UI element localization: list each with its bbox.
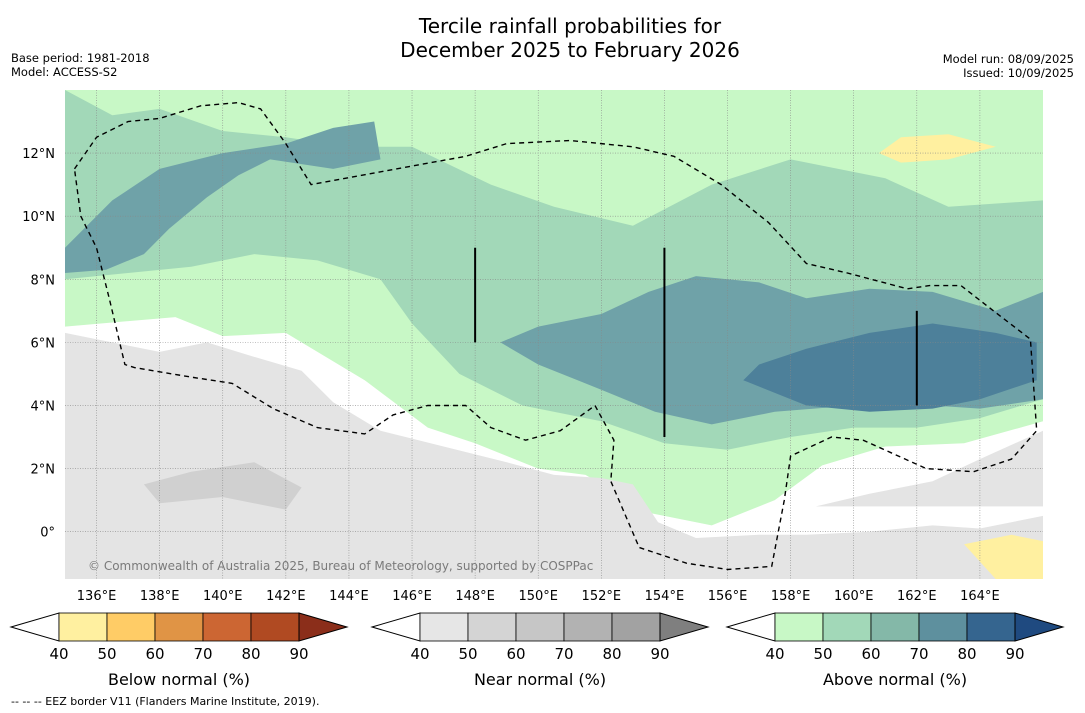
x-tick-label: 148°E [455,589,495,604]
x-axis-ticks: 136°E 138°E 140°E 142°E 144°E 146°E 148°E 150°E… [77,589,1000,604]
colorbar-tick-label: 50 [458,645,477,663]
y-tick-label: 0° [40,526,55,541]
colorbar-segment [611,612,661,642]
x-tick-label: 146°E [392,589,432,604]
x-tick-label: 140°E [203,589,243,604]
colorbar-segment [58,612,108,642]
x-tick-label: 158°E [771,589,811,604]
eez-border [73,101,1038,571]
colorbar-tick-label: 80 [241,645,260,663]
x-tick-label: 154°E [645,589,685,604]
title-line-2: December 2025 to February 2026 [400,38,740,62]
eez-footnote: -- -- -- EEZ border V11 (Flanders Marine… [11,695,320,708]
y-axis-ticks: 12°N 10°N 8°N 6°N 4°N 2°N 0° [22,147,55,541]
copyright-text: © Commonwealth of Australia 2025, Bureau… [88,559,593,573]
colorbar-tick-label: 50 [97,645,116,663]
colorbar-segment [870,612,920,642]
chart-title: Tercile rainfall probabilities for Decem… [0,14,1085,62]
colorbar-min-arrow [370,612,421,642]
region-near-40-east [815,430,1043,507]
colorbar-segment [467,612,517,642]
colorbar-tick-label: 70 [193,645,212,663]
meta-left: Base period: 1981-2018 Model: ACCESS-S2 [11,51,150,79]
colorbar-label: Below normal (%) [108,670,250,689]
vertical-lines [474,247,918,438]
colorbar-segment [154,612,204,642]
colorbar-tick-label: 40 [410,645,429,663]
colorbar-tick-label: 60 [861,645,880,663]
x-tick-label: 150°E [518,589,558,604]
y-tick-label: 10°N [22,210,55,225]
x-tick-label: 162°E [897,589,937,604]
y-tick-label: 8°N [31,273,56,288]
x-tick-label: 156°E [708,589,748,604]
colorbar-label: Near normal (%) [474,670,606,689]
colorbar-tick-label: 80 [602,645,621,663]
colorbar-max-arrow [1014,612,1065,642]
colorbar-segment [563,612,613,642]
colorbar-tick-label: 70 [909,645,928,663]
grid-lines [65,90,1043,579]
y-tick-label: 2°N [31,463,56,478]
colorbar: 40 50 60 70 80 90 Above normal (%) [725,612,1065,689]
region-below-40-south [964,534,1043,579]
colorbar-tick-label: 40 [765,645,784,663]
model-name: Model: ACCESS-S2 [11,65,118,79]
colorbar-tick-label: 80 [957,645,976,663]
x-tick-label: 138°E [140,589,180,604]
x-tick-label: 160°E [834,589,874,604]
region-below-40 [878,134,996,163]
colorbar-max-arrow [298,612,349,642]
colorbar-tick-label: 90 [1005,645,1024,663]
y-tick-label: 12°N [22,147,55,162]
x-tick-label: 136°E [77,589,117,604]
colorbar-segment [106,612,156,642]
colorbar-segment [250,612,300,642]
colorbar-segment [918,612,968,642]
model-run: Model run: 08/09/2025 [942,52,1074,66]
meta-right: Model run: 08/09/2025 Issued: 10/09/2025 [943,52,1074,80]
colorbar-segment [419,612,469,642]
title-line-1: Tercile rainfall probabilities for [418,14,722,38]
issued-date: Issued: 10/09/2025 [963,66,1074,80]
colorbar-segment [515,612,565,642]
x-tick-label: 152°E [582,589,622,604]
colorbar-segment [822,612,872,642]
eez-border-line [73,101,1038,571]
colorbar-tick-label: 50 [813,645,832,663]
colorbar-min-arrow [9,612,60,642]
colorbar-tick-label: 90 [289,645,308,663]
colorbar-tick-label: 70 [554,645,573,663]
colorbar-segment [202,612,252,642]
y-tick-label: 6°N [31,336,56,351]
colorbar-segment [966,612,1016,642]
x-tick-label: 144°E [329,589,369,604]
colorbar-max-arrow [659,612,710,642]
probability-regions [65,90,1043,579]
colorbar-label: Above normal (%) [823,670,967,689]
region-above-70 [743,323,1037,412]
y-tick-label: 4°N [31,399,56,414]
colorbar: 40 50 60 70 80 90 Below normal (%) [9,612,349,689]
x-tick-label: 142°E [266,589,306,604]
colorbar: 40 50 60 70 80 90 Near normal (%) [370,612,710,689]
colorbar-tick-label: 40 [49,645,68,663]
colorbar-tick-label: 90 [650,645,669,663]
region-above-60 [65,121,381,273]
region-near-40 [65,332,1043,579]
colorbar-min-arrow [725,612,776,642]
colorbar-segment [774,612,824,642]
colorbars: 40 50 60 70 80 90 Below normal (%) 40 50 60 70 80 90… [9,612,1065,689]
base-period: Base period: 1981-2018 [11,51,150,65]
colorbar-tick-label: 60 [506,645,525,663]
x-tick-label: 164°E [960,589,1000,604]
colorbar-tick-label: 60 [145,645,164,663]
